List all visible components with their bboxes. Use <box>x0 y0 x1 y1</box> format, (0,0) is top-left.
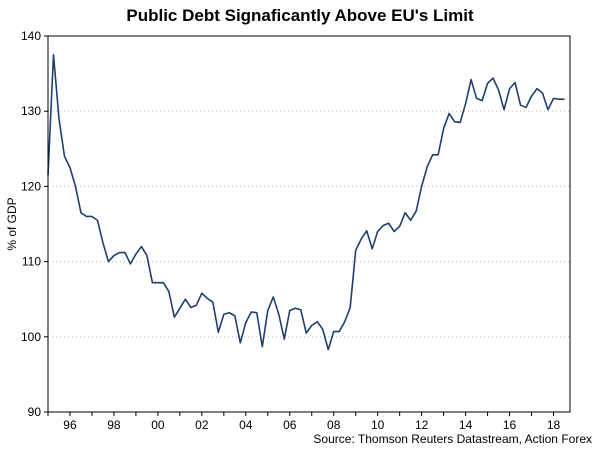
x-tick-label: 06 <box>283 418 297 432</box>
chart-title: Public Debt Signaficantly Above EU's Lim… <box>126 6 474 25</box>
y-tick-labels: 90 100 110 120 130 140 <box>21 29 48 419</box>
x-tick-label: 18 <box>547 418 561 432</box>
plot-frame <box>47 35 571 413</box>
x-tick-label: 02 <box>195 418 209 432</box>
x-tick-label: 16 <box>503 418 517 432</box>
x-tick-label: 12 <box>415 418 429 432</box>
x-tick-label: 00 <box>151 418 165 432</box>
x-tick-label: 10 <box>371 418 385 432</box>
y-tick-label: 100 <box>21 330 41 344</box>
y-tick-label: 110 <box>22 255 41 269</box>
x-tick-label: 04 <box>239 418 253 432</box>
x-tick-labels: 96 98 00 02 04 06 08 10 12 14 16 18 <box>47 412 561 432</box>
grid-lines <box>48 110 570 338</box>
y-tick-label: 90 <box>28 405 42 419</box>
y-tick-label: 120 <box>21 179 41 193</box>
series-layer <box>47 53 565 351</box>
x-tick-label: 08 <box>327 418 341 432</box>
x-tick-label: 96 <box>63 418 77 432</box>
y-axis-label: % of GDP <box>5 197 19 250</box>
y-tick-label: 130 <box>21 104 41 118</box>
series-line-public-debt <box>47 53 565 351</box>
x-tick-label: 14 <box>459 418 473 432</box>
x-tick-label: 98 <box>107 418 121 432</box>
y-tick-label: 140 <box>21 29 41 43</box>
source-note: Source: Thomson Reuters Datastream, Acti… <box>313 432 592 446</box>
